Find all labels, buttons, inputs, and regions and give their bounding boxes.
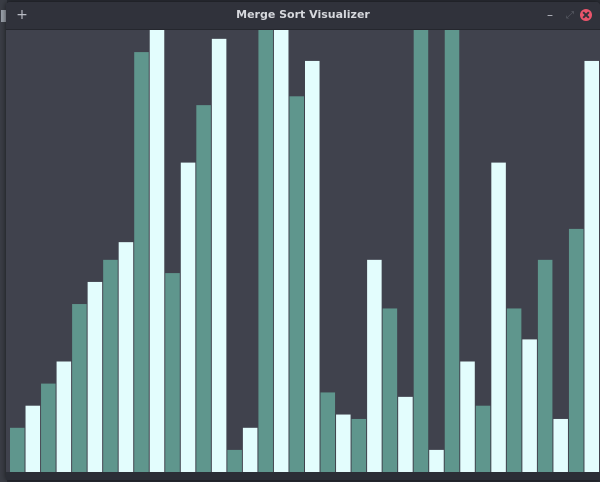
bar: [26, 406, 41, 472]
minimize-icon[interactable]: –: [542, 7, 558, 23]
bar: [119, 242, 134, 472]
bar: [196, 105, 211, 472]
bar: [507, 308, 522, 472]
app-window: + Merge Sort Visualizer – ⤢: [6, 2, 600, 480]
bar: [460, 362, 475, 473]
bar: [476, 406, 491, 472]
close-button[interactable]: [578, 7, 594, 23]
bar: [336, 415, 351, 472]
bar: [134, 52, 149, 472]
bar: [352, 419, 367, 472]
bar: [72, 304, 87, 472]
bar: [150, 30, 165, 472]
bar: [305, 61, 320, 472]
bar: [274, 30, 289, 472]
bar: [212, 39, 227, 472]
bar: [88, 282, 103, 472]
bar: [553, 419, 568, 472]
window-title: Merge Sort Visualizer: [6, 8, 600, 21]
window-titlebar[interactable]: + Merge Sort Visualizer – ⤢: [6, 2, 600, 30]
bar: [227, 450, 242, 472]
bar: [243, 428, 258, 472]
bar: [367, 260, 382, 472]
bar: [181, 163, 196, 472]
visualizer-canvas: [6, 30, 600, 472]
bar: [522, 339, 537, 472]
bar: [10, 428, 25, 472]
bar: [383, 308, 398, 472]
bar: [289, 96, 304, 472]
bar: [57, 362, 72, 473]
bar: [258, 30, 273, 472]
bar: [414, 30, 429, 472]
bar: [429, 450, 444, 472]
bar: [569, 229, 584, 472]
bar: [103, 260, 118, 472]
bar: [445, 30, 460, 472]
bar: [584, 61, 599, 472]
bar: [41, 384, 56, 472]
maximize-icon[interactable]: ⤢: [562, 7, 578, 23]
bar-chart: [6, 30, 600, 472]
bar: [398, 397, 413, 472]
bar: [165, 273, 180, 472]
window-bottom-edge: [6, 472, 600, 480]
close-icon: [580, 9, 592, 21]
bar: [321, 392, 336, 472]
bar: [491, 163, 506, 472]
bar: [538, 260, 553, 472]
